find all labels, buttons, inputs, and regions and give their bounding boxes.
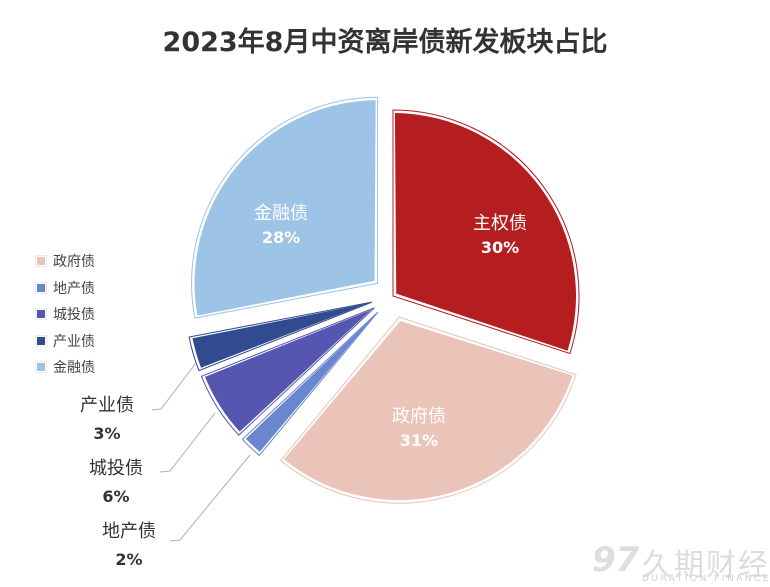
- slice-label-name: 地产债: [102, 521, 156, 542]
- slice-label-pct: 30%: [480, 238, 520, 257]
- leader-line-property: [169, 454, 251, 542]
- slice-label-name: 主权债: [473, 213, 527, 234]
- watermark-name-en: DURATION FINANCE: [642, 574, 770, 584]
- legend-swatch-icon: [36, 309, 46, 320]
- chart-legend: 政府债 地产债 城投债 产业债 金融债: [36, 248, 95, 381]
- legend-label: 政府债: [53, 254, 95, 271]
- watermark-logo-icon: 97: [592, 540, 640, 580]
- legend-label: 金融债: [53, 360, 95, 377]
- slice-label-name: 政府债: [392, 406, 446, 427]
- slice-label-property: 地产债 2%: [89, 518, 169, 574]
- slice-label-pct: 31%: [399, 431, 439, 450]
- pie-slice-1[interactable]: [283, 320, 573, 501]
- legend-label: 产业债: [53, 333, 95, 350]
- leader-lines: [151, 362, 251, 542]
- legend-label: 城投债: [53, 307, 95, 324]
- pie-slice-3[interactable]: [204, 309, 372, 432]
- chart-title: 2023年8月中资离岸债新发板块占比: [162, 27, 608, 58]
- slice-label-financial: 金融债 28%: [241, 202, 321, 250]
- legend-swatch-icon: [36, 282, 46, 293]
- pie-slices: [188, 96, 580, 504]
- legend-swatch-icon: [36, 256, 46, 267]
- legend-label: 地产债: [53, 280, 95, 297]
- slice-label-sovereign: 主权债 30%: [460, 212, 540, 260]
- legend-swatch-icon: [36, 362, 46, 373]
- slice-label-name: 产业债: [80, 395, 134, 416]
- legend-item-lgfv: 城投债: [36, 301, 95, 328]
- slice-label-industrial: 产业债 3%: [67, 392, 147, 448]
- legend-item-financial: 金融债: [36, 354, 95, 381]
- slice-label-pct: 6%: [102, 487, 130, 506]
- slice-label-pct: 28%: [261, 228, 301, 247]
- legend-item-government: 政府债: [36, 248, 95, 275]
- slice-label-name: 金融债: [254, 203, 308, 224]
- slice-label-name: 城投债: [89, 458, 143, 479]
- leader-line-lgfv: [159, 412, 216, 473]
- slice-label-pct: 2%: [115, 550, 143, 569]
- watermark-name-cn: 久期财经: [642, 548, 770, 583]
- pie-slice-0[interactable]: [394, 113, 576, 351]
- slice-label-pct: 3%: [93, 424, 121, 443]
- legend-item-industrial: 产业债: [36, 328, 95, 355]
- slice-label-lgfv: 城投债 6%: [76, 455, 156, 511]
- legend-swatch-icon: [36, 335, 46, 346]
- pie-slice-5[interactable]: [194, 100, 376, 316]
- pie-slice-2[interactable]: [245, 314, 376, 452]
- leader-line-industrial: [151, 362, 197, 411]
- pie-slice-4[interactable]: [192, 303, 369, 368]
- slice-label-government: 政府债 31%: [379, 405, 459, 453]
- legend-item-property: 地产债: [36, 275, 95, 302]
